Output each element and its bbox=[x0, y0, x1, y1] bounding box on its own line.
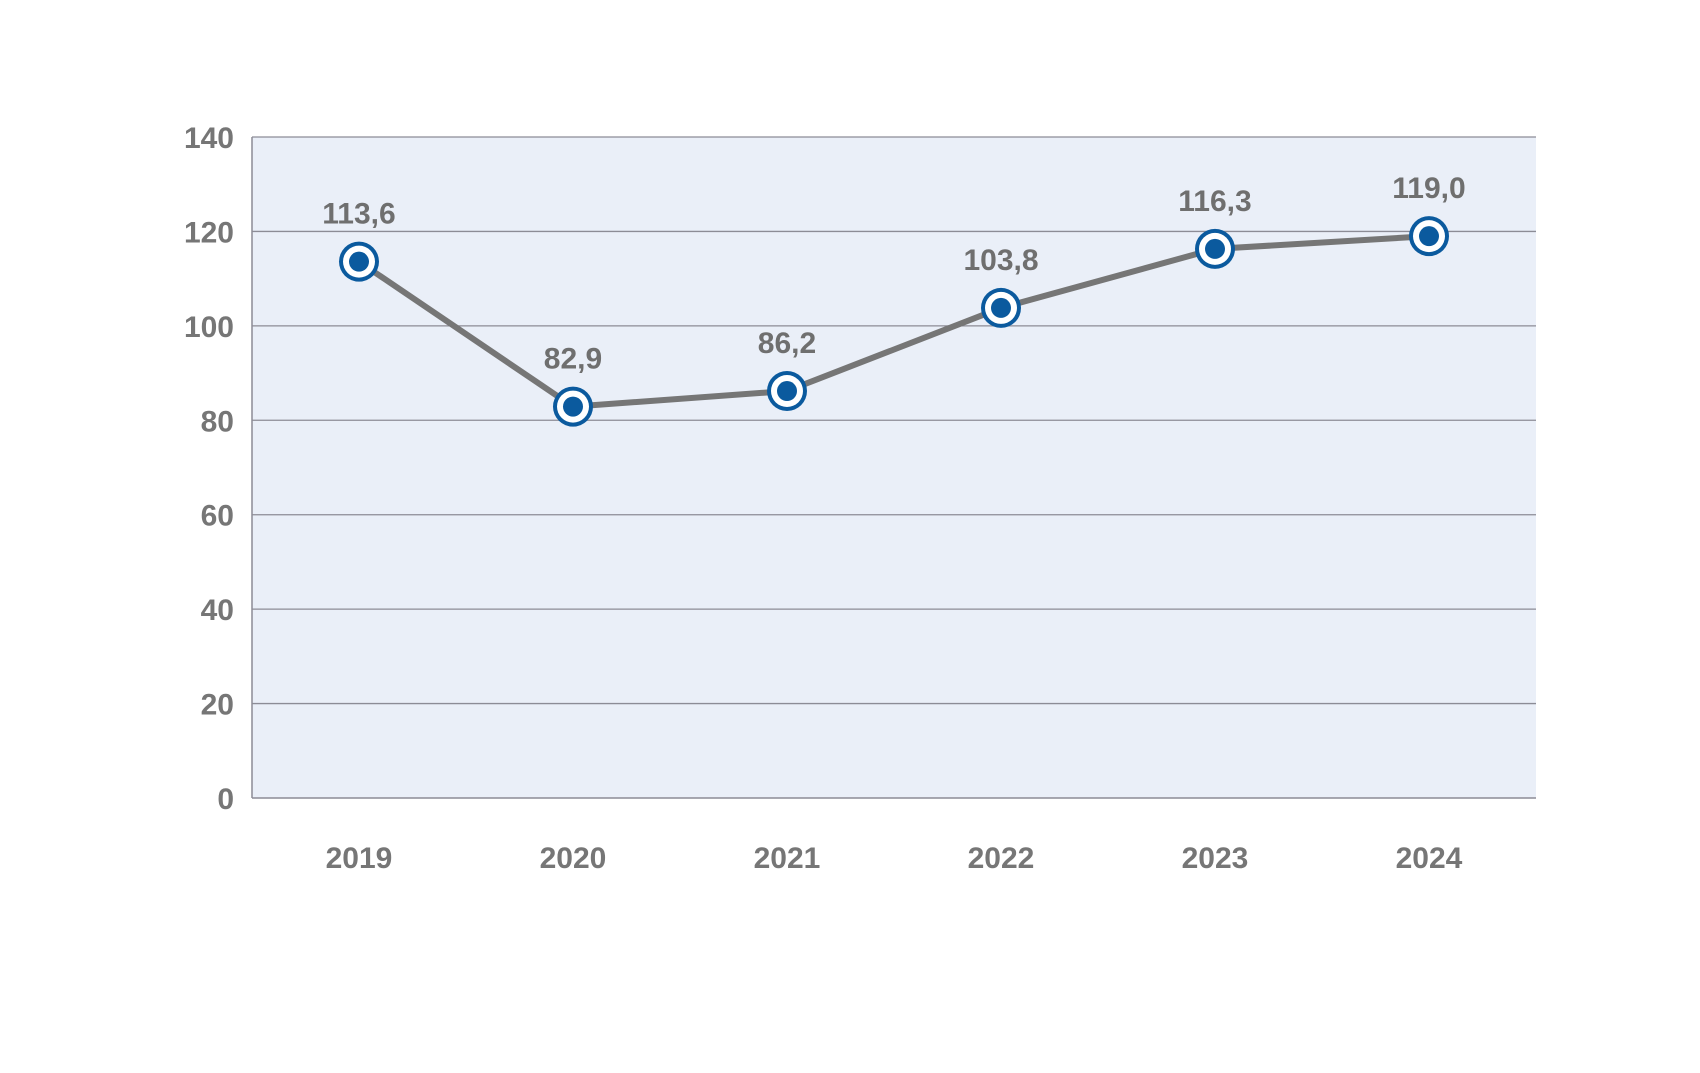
x-tick-label: 2024 bbox=[1396, 842, 1463, 875]
x-tick-label: 2019 bbox=[326, 842, 393, 875]
marker-dot bbox=[777, 381, 797, 402]
data-label: 82,9 bbox=[544, 343, 602, 376]
data-labels: 113,6 82,9 86,2 103,8 116,3 119,0 bbox=[322, 172, 1465, 375]
x-tick-label: 2023 bbox=[1182, 842, 1249, 875]
y-tick-label: 60 bbox=[201, 500, 234, 533]
y-tick-label: 80 bbox=[201, 405, 234, 438]
y-tick-label: 0 bbox=[217, 783, 234, 816]
x-tick-label: 2020 bbox=[540, 842, 607, 875]
data-label: 116,3 bbox=[1178, 185, 1251, 218]
y-axis-ticks: 0 20 40 60 80 100 120 140 bbox=[184, 122, 234, 816]
data-point-marker bbox=[981, 287, 1021, 328]
y-tick-label: 40 bbox=[201, 594, 234, 627]
marker-dot bbox=[1205, 238, 1225, 259]
data-point-marker bbox=[553, 386, 593, 427]
series-line bbox=[357, 233, 1430, 410]
data-label: 86,2 bbox=[758, 327, 816, 360]
data-point-marker bbox=[339, 241, 379, 282]
marker-dot bbox=[563, 396, 583, 417]
data-label: 113,6 bbox=[322, 198, 395, 231]
data-label: 119,0 bbox=[1392, 172, 1465, 205]
data-point-marker bbox=[1195, 228, 1235, 269]
y-tick-label: 100 bbox=[184, 311, 234, 344]
marker-dot bbox=[1419, 226, 1439, 247]
gridlines bbox=[252, 136, 1536, 705]
data-markers bbox=[339, 216, 1449, 427]
x-tick-label: 2022 bbox=[968, 842, 1035, 875]
x-tick-label: 2021 bbox=[754, 842, 821, 875]
plot-area bbox=[252, 137, 1536, 798]
x-axis-ticks: 2019 2020 2021 2022 2023 2024 bbox=[326, 842, 1463, 875]
data-label: 103,8 bbox=[963, 244, 1038, 277]
y-tick-label: 120 bbox=[184, 216, 234, 249]
data-point-marker bbox=[1409, 216, 1449, 257]
y-tick-label: 140 bbox=[184, 122, 234, 155]
data-point-marker bbox=[767, 371, 807, 412]
marker-dot bbox=[349, 251, 369, 272]
marker-dot bbox=[991, 297, 1011, 318]
y-tick-label: 20 bbox=[201, 689, 234, 722]
